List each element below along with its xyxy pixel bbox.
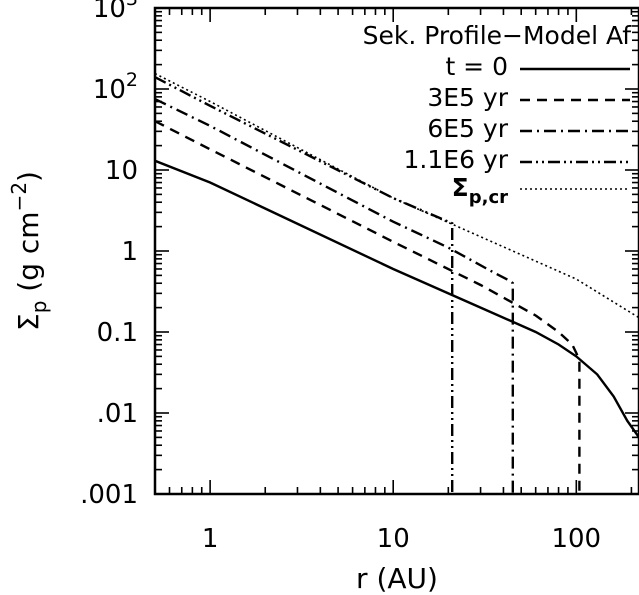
y-axis-title-close: ) [12, 171, 45, 182]
y-axis-title-subscript: p [27, 301, 51, 314]
y-tick-label: .001 [80, 480, 138, 510]
plot-area-frame [153, 6, 639, 496]
axis-ticks [154, 7, 639, 495]
legend: Sek. Profile−Model Af t = 0 3E5 yr 6E5 y… [363, 21, 633, 208]
series-line-4 [155, 72, 639, 319]
x-axis-tick-labels: 1 10 100 [202, 524, 601, 554]
y-axis-title: Σp (g cm−2) [7, 171, 51, 331]
y-axis-tick-labels: .001 .01 0.1 1 10 102 103 [80, 0, 138, 510]
y-axis-title-exponent: −2 [7, 182, 31, 211]
y-tick-label: 1 [121, 237, 138, 267]
legend-label-3e5: 3E5 yr [427, 83, 508, 112]
y-tick-label: 0.1 [97, 318, 138, 348]
series-line-3 [155, 76, 454, 494]
x-tick-label: 100 [551, 524, 601, 554]
y-tick-label: .01 [97, 399, 138, 429]
series-line-2 [155, 98, 514, 494]
series-line-0 [155, 159, 639, 439]
legend-label-1p1e6: 1.1E6 yr [404, 145, 509, 174]
x-tick-label: 10 [377, 524, 410, 554]
x-tick-label: 1 [202, 524, 219, 554]
legend-label-sigma-cr: Σp,cr [452, 173, 508, 208]
y-tick-label: 103 [93, 0, 138, 24]
y-tick-label: 10 [105, 156, 138, 186]
legend-label-t0: t = 0 [445, 52, 508, 81]
series-layer [155, 72, 639, 494]
series-line-1 [155, 120, 581, 494]
y-tick-label: 102 [93, 69, 138, 105]
y-axis-title-symbol: Σ [12, 313, 45, 331]
x-axis-title: r (AU) [356, 562, 438, 595]
legend-label-6e5: 6E5 yr [427, 114, 508, 143]
legend-title: Sek. Profile−Model Af [363, 21, 633, 50]
y-axis-title-units: (g cm [12, 211, 45, 300]
